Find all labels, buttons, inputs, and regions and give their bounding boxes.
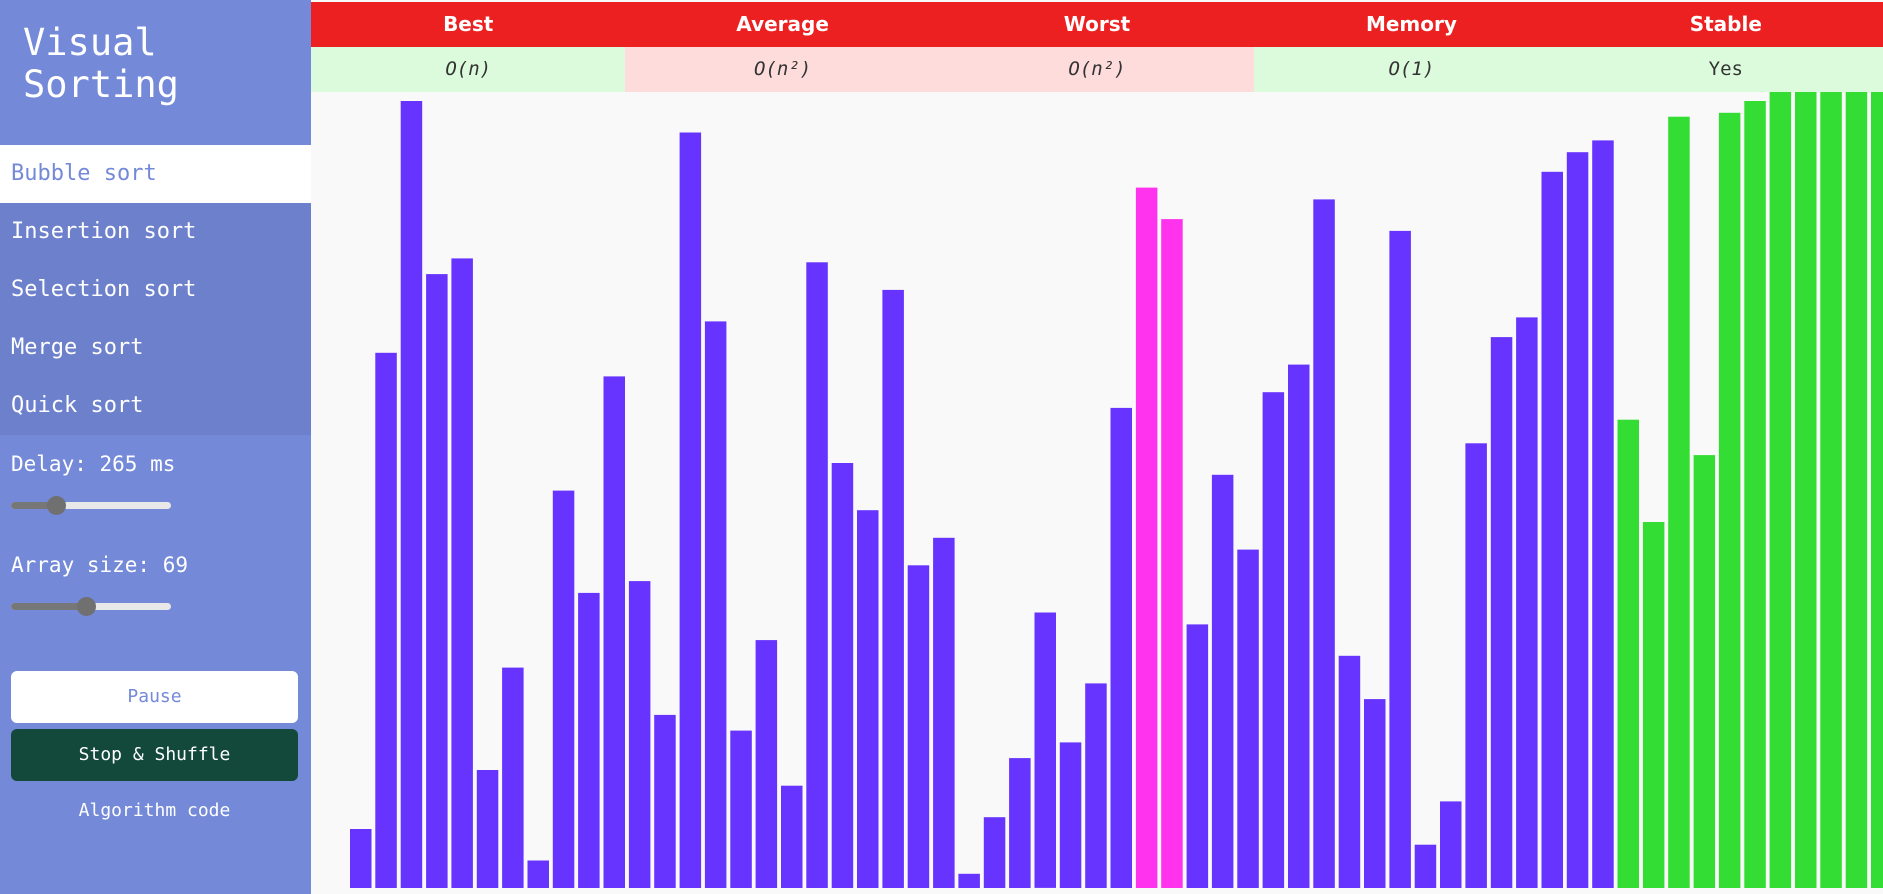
array-size-slider[interactable] bbox=[11, 595, 171, 617]
array-bar bbox=[603, 376, 625, 888]
sidebar: Visual Sorting Bubble sort Insertion sort… bbox=[0, 0, 311, 894]
array-size-slider-thumb[interactable] bbox=[77, 597, 97, 616]
complexity-header-row: Best Average Worst Memory Stable bbox=[311, 2, 1883, 47]
array-bar bbox=[350, 829, 372, 888]
array-bar bbox=[628, 581, 651, 888]
array-bar bbox=[1871, 26, 1883, 888]
array-bar bbox=[1110, 407, 1132, 888]
array-bar bbox=[1161, 219, 1183, 889]
array-bar bbox=[1617, 419, 1639, 888]
array-bar bbox=[502, 667, 524, 888]
array-bar bbox=[1059, 742, 1082, 888]
array-bar bbox=[476, 770, 499, 888]
array-bar bbox=[1440, 801, 1462, 888]
array-bar bbox=[1034, 612, 1056, 888]
array-bar bbox=[730, 730, 752, 888]
header-stable: Stable bbox=[1689, 12, 1762, 36]
delay-slider-fill bbox=[11, 502, 56, 509]
array-bar bbox=[1313, 199, 1335, 888]
algorithm-menu: Bubble sort Insertion sort Selection sort M… bbox=[0, 145, 311, 435]
menu-item-bubble-sort[interactable]: Bubble sort bbox=[0, 145, 311, 203]
array-bar bbox=[781, 785, 803, 888]
array-bar bbox=[1465, 443, 1487, 888]
array-bar bbox=[1566, 152, 1589, 888]
array-bar bbox=[578, 592, 600, 888]
array-bar bbox=[1135, 187, 1158, 889]
array-bar bbox=[451, 258, 473, 888]
array-bar bbox=[933, 537, 955, 888]
array-size-label: Array size: 69 bbox=[11, 553, 189, 577]
array-bar bbox=[1845, 42, 1868, 888]
array-bar bbox=[1516, 317, 1538, 888]
algorithm-code-link[interactable]: Algorithm code bbox=[78, 800, 231, 821]
array-bar bbox=[1364, 699, 1386, 888]
array-bar bbox=[882, 289, 904, 888]
array-bar bbox=[400, 101, 423, 888]
array-bar bbox=[1237, 549, 1259, 888]
array-bar bbox=[1820, 57, 1842, 888]
header-best: Best bbox=[443, 12, 494, 36]
complexity-table: Best Average Worst Memory Stable O(n) O(… bbox=[311, 2, 1883, 94]
app-title: Visual Sorting bbox=[23, 21, 179, 106]
complexity-value-row: O(n) O(n²) O(n²) O(1) Yes bbox=[311, 47, 1883, 92]
array-bar bbox=[755, 640, 778, 888]
menu-item-merge-sort[interactable]: Merge sort bbox=[0, 319, 311, 377]
array-bar bbox=[1414, 844, 1437, 888]
array-bar bbox=[1288, 364, 1310, 889]
array-bar bbox=[1338, 655, 1361, 888]
menu-item-selection-sort[interactable]: Selection sort bbox=[0, 261, 311, 319]
array-bar bbox=[704, 321, 727, 888]
array-bar bbox=[857, 510, 879, 888]
array-bar bbox=[1592, 140, 1614, 888]
array-bar bbox=[983, 817, 1006, 888]
array-bar bbox=[1262, 392, 1285, 888]
array-bar bbox=[527, 860, 549, 888]
array-bar bbox=[1668, 116, 1690, 888]
value-best: O(n) bbox=[311, 47, 626, 92]
array-bar bbox=[1541, 171, 1563, 889]
header-memory: Memory bbox=[1365, 12, 1457, 36]
value-average: O(n²) bbox=[625, 47, 940, 92]
array-bar bbox=[1389, 230, 1411, 888]
array-bar bbox=[426, 274, 448, 889]
array-bar bbox=[552, 490, 575, 888]
value-memory: O(1) bbox=[1254, 47, 1569, 92]
delay-slider[interactable] bbox=[11, 494, 171, 516]
array-bar bbox=[806, 262, 828, 888]
stop-shuffle-button[interactable]: Stop & Shuffle bbox=[11, 729, 298, 781]
array-bar bbox=[1769, 89, 1792, 888]
array-size-slider-fill bbox=[11, 603, 87, 610]
array-bar bbox=[1795, 73, 1817, 888]
array-bar bbox=[1009, 758, 1031, 888]
array-bar bbox=[907, 565, 930, 888]
delay-label: Delay: 265 ms bbox=[11, 452, 176, 476]
array-bar bbox=[831, 463, 854, 888]
array-bar bbox=[1211, 474, 1234, 888]
array-bar bbox=[1490, 337, 1513, 889]
array-bar bbox=[1693, 455, 1716, 888]
value-worst: O(n²) bbox=[939, 47, 1255, 92]
menu-item-quick-sort[interactable]: Quick sort bbox=[0, 377, 311, 435]
delay-slider-thumb[interactable] bbox=[46, 496, 66, 515]
array-bar bbox=[1186, 624, 1209, 888]
delay-slider-track bbox=[11, 502, 171, 509]
array-bar bbox=[679, 132, 702, 888]
array-bar bbox=[1718, 112, 1741, 889]
array-bar bbox=[375, 352, 397, 888]
value-stable: Yes bbox=[1568, 47, 1883, 92]
array-bar bbox=[1642, 522, 1665, 888]
array-bar bbox=[958, 873, 980, 888]
header-average: Average bbox=[736, 12, 829, 36]
pause-button[interactable]: Pause bbox=[11, 671, 298, 723]
sorting-visualization bbox=[350, 26, 1883, 889]
menu-item-insertion-sort[interactable]: Insertion sort bbox=[0, 203, 311, 261]
header-worst: Worst bbox=[1063, 12, 1131, 36]
array-bar bbox=[654, 714, 676, 888]
array-bar bbox=[1744, 101, 1766, 888]
array-bar bbox=[1085, 683, 1107, 888]
